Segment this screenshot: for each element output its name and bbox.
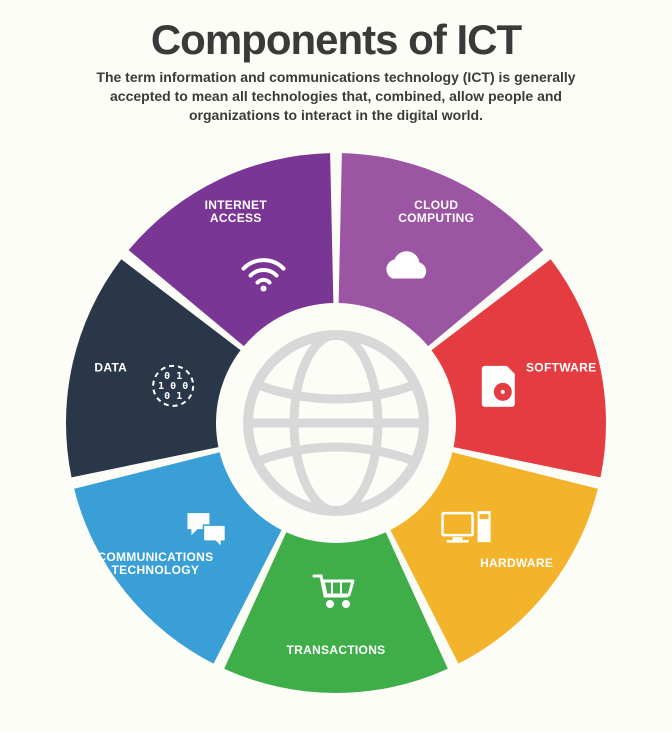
segment-label-internet: INTERNETACCESS xyxy=(205,198,268,225)
donut-chart: CLOUDCOMPUTINGSOFTWAREHARDWARETRANSACTIO… xyxy=(56,143,616,703)
disc-icon xyxy=(482,366,515,407)
segment-label-comms: COMMUNICATIONSTECHNOLOGY xyxy=(97,550,213,577)
header: Components of ICT The term information a… xyxy=(0,0,672,125)
segment-label-hardware: HARDWARE xyxy=(480,556,553,570)
page-subtitle: The term information and communications … xyxy=(50,68,622,125)
segment-label-trans: TRANSACTIONS xyxy=(287,643,386,657)
segment-label-software: SOFTWARE xyxy=(526,360,596,374)
page-title: Components of ICT xyxy=(50,16,622,64)
globe-icon xyxy=(248,335,424,511)
segment-label-data: DATA xyxy=(94,360,127,374)
